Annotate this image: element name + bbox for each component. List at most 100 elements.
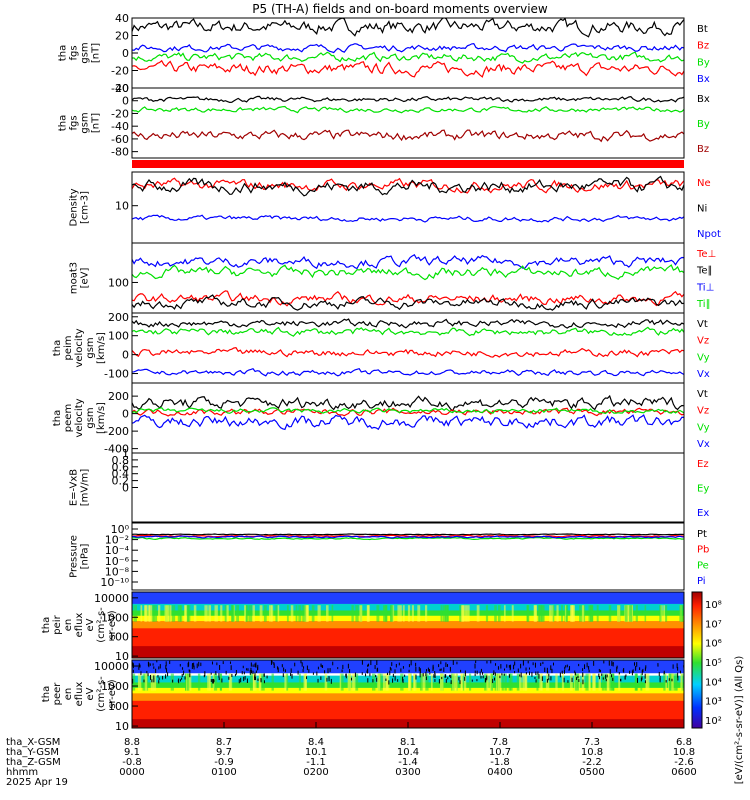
legend-Vx: Vx [697,439,710,450]
heatmap-texture [169,605,172,622]
heatmap-speckle [397,679,399,682]
heatmap-texture [284,673,288,691]
heatmap-texture [607,673,611,691]
heatmap-speckle [598,668,600,672]
heatmap-texture [417,605,421,622]
heatmap-speckle [238,679,240,684]
y-axis-label-line: eflux [74,613,85,638]
y-tick-label: 100 [108,700,129,713]
heatmap-texture [271,673,274,691]
y-tick-label: 10000 [94,660,129,673]
heatmap-texture [503,605,506,622]
heatmap-speckle [611,661,613,666]
series-By-line [132,105,684,114]
heatmap-speckle [165,661,167,667]
heatmap-speckle [514,670,516,674]
heatmap-speckle [551,668,553,674]
y-tick-label: 0 [122,95,129,108]
x-row-value: 8.7 [216,737,232,748]
heatmap-speckle [212,679,214,684]
heatmap-speckle [361,672,363,675]
heatmap-texture [407,605,411,622]
heatmap-speckle [456,661,458,665]
heatmap-texture [671,673,674,691]
x-row-value: -1.1 [306,757,326,768]
heatmap-speckle [659,677,661,683]
heatmap-speckle [266,675,268,679]
heatmap-speckle [566,664,568,668]
heatmap-speckle [252,670,254,675]
y-tick-label: 10⁻² [105,534,129,547]
heatmap-texture [214,605,218,622]
heatmap-speckle [329,668,331,672]
series-Pb-line [132,534,684,538]
heatmap-speckle [332,661,334,666]
heatmap-texture [549,605,552,622]
heatmap-speckle [503,668,505,671]
heatmap-speckle [506,664,508,668]
y-axis-label: moat3 [eV] [69,262,91,294]
heatmap-speckle [571,677,573,683]
heatmap-texture [440,605,443,622]
heatmap-speckle [485,678,487,683]
heatmap-texture [588,673,591,691]
heatmap-speckle [535,679,537,683]
x-row-value: 0500 [579,767,604,778]
legend-Bz: Bz [697,41,709,52]
heatmap-texture [601,673,605,691]
heatmap-speckle [586,662,588,668]
heatmap-speckle [400,668,402,672]
heatmap-speckle [419,672,421,678]
heatmap-texture [153,605,157,622]
heatmap-speckle [514,661,516,666]
heatmap-texture [397,605,400,622]
legend-Pi: Pi [697,576,706,587]
heatmap-speckle [320,663,322,667]
y-axis-label-line: tha [41,686,52,702]
y-axis-label-line: [nT] [91,43,102,63]
heatmap-speckle [559,672,561,678]
heatmap-texture [582,673,585,691]
panel-10: 10000 1000 100 10 tha peir en eflux eV (cm²-s-sr-… [41,591,685,663]
series-Bx-line [132,42,684,54]
legend-Vy: Vy [697,352,710,363]
x-row-value: -0.8 [122,757,142,768]
y-tick-label: 0 [122,47,129,60]
heatmap-speckle [663,672,665,675]
heatmap-speckle [283,667,285,672]
heatmap-speckle [139,664,141,668]
heatmap-speckle [243,671,245,675]
heatmap-speckle [433,674,435,678]
heatmap-speckle [639,667,641,670]
heatmap-texture [585,673,589,691]
heatmap-speckle [151,679,153,683]
heatmap-texture [444,605,449,622]
legend-Bx: Bx [697,74,710,85]
heatmap-speckle [263,680,265,684]
heatmap-speckle [189,670,191,673]
heatmap-speckle [677,667,679,671]
heatmap-speckle [574,672,576,676]
heatmap-speckle [181,677,183,680]
y-tick-label: -60 [111,133,129,146]
heatmap-texture [385,605,388,622]
series-Vx-line [132,414,684,431]
heatmap-speckle [535,671,537,676]
heatmap-speckle [537,671,539,675]
y-tick-label: 100 [108,330,129,343]
heatmap-speckle [561,670,563,674]
heatmap-texture [494,605,497,622]
heatmap-speckle [234,673,236,677]
x-row-value: 10.7 [489,747,511,758]
heatmap-speckle [443,667,445,672]
heatmap-speckle [341,669,343,673]
panel-3 [132,160,684,168]
legend-Vx: Vx [697,369,710,380]
heatmap-speckle [188,669,190,672]
heatmap-speckle [322,665,324,668]
x-row-value: -2.6 [674,757,694,768]
heatmap-speckle [402,666,404,669]
heatmap-texture [355,605,359,622]
figure-title: P5 (TH-A) fields and on-board moments ov… [252,2,548,16]
heatmap-speckle [294,662,296,667]
